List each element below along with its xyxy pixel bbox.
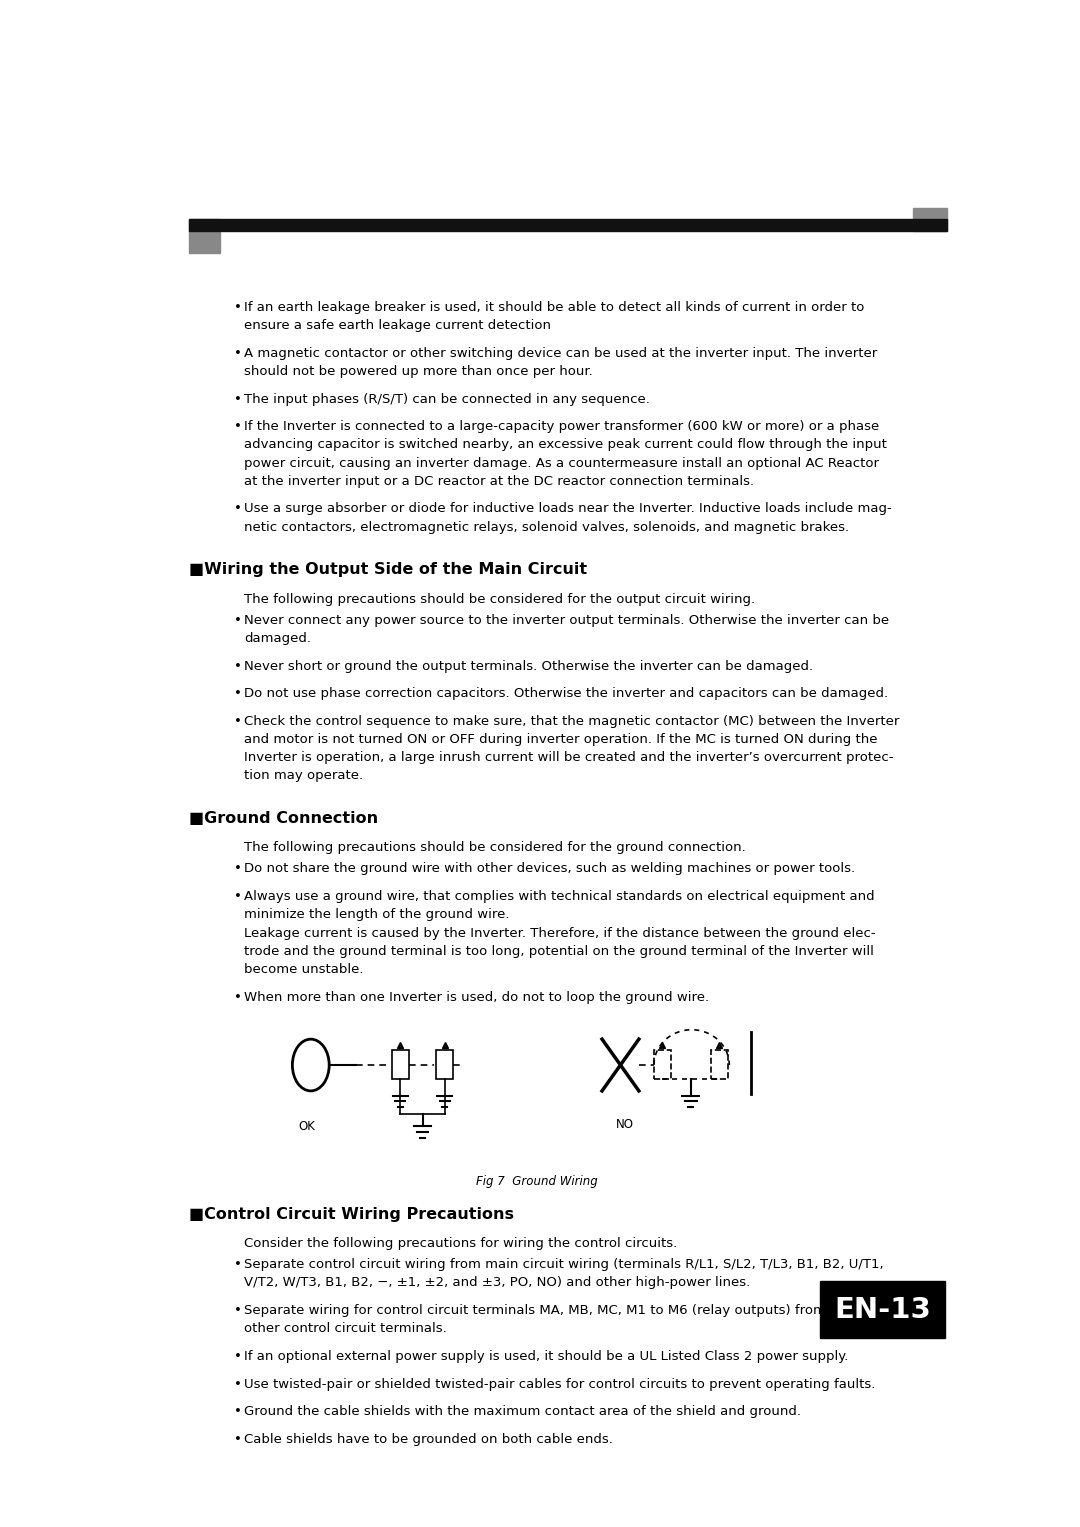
Text: •: • [233,863,242,875]
Bar [653,1049,671,1080]
Text: •: • [233,1304,242,1318]
Text: Separate control circuit wiring from main circuit wiring (terminals R/L1, S/L2, : Separate control circuit wiring from mai… [244,1258,883,1272]
Text: ensure a safe earth leakage current detection: ensure a safe earth leakage current dete… [244,319,551,331]
Text: Use twisted-pair or shielded twisted-pair cables for control circuits to prevent: Use twisted-pair or shielded twisted-pai… [244,1377,875,1391]
Text: tion may operate.: tion may operate. [244,770,363,782]
Text: and motor is not turned ON or OFF during inverter operation. If the MC is turned: and motor is not turned ON or OFF during… [244,733,877,747]
Text: advancing capacitor is switched nearby, an excessive peak current could flow thr: advancing capacitor is switched nearby, … [244,438,887,452]
Text: should not be powered up more than once per hour.: should not be powered up more than once … [244,365,593,377]
Text: The following precautions should be considered for the ground connection.: The following precautions should be cons… [244,841,745,855]
Bar [711,1049,728,1080]
Text: ■Ground Connection: ■Ground Connection [189,811,378,826]
Text: When more than one Inverter is used, do not to loop the ground wire.: When more than one Inverter is used, do … [244,991,708,1003]
Text: Never short or ground the output terminals. Otherwise the inverter can be damage: Never short or ground the output termina… [244,660,813,672]
Text: •: • [233,392,242,406]
Text: Check the control sequence to make sure, that the magnetic contactor (MC) betwee: Check the control sequence to make sure,… [244,715,900,728]
Text: Cable shields have to be grounded on both cable ends.: Cable shields have to be grounded on bot… [244,1432,612,1446]
Text: other control circuit terminals.: other control circuit terminals. [244,1322,446,1335]
Text: V/T2, W/T3, B1, B2, −, ±1, ±2, and ±3, PO, NO) and other high-power lines.: V/T2, W/T3, B1, B2, −, ±1, ±2, and ±3, P… [244,1277,750,1289]
Text: •: • [233,991,242,1003]
Text: If an optional external power supply is used, it should be a UL Listed Class 2 p: If an optional external power supply is … [244,1350,848,1364]
Text: •: • [233,1377,242,1391]
Text: Fig 7  Ground Wiring: Fig 7 Ground Wiring [476,1174,597,1188]
Text: •: • [233,420,242,434]
Text: minimize the length of the ground wire.: minimize the length of the ground wire. [244,909,510,921]
Text: NO: NO [616,1118,634,1132]
Bar [189,218,947,232]
Text: Consider the following precautions for wiring the control circuits.: Consider the following precautions for w… [244,1237,677,1251]
Text: A magnetic contactor or other switching device can be used at the inverter input: A magnetic contactor or other switching … [244,347,877,360]
Text: Inverter is operation, a large inrush current will be created and the inverter’s: Inverter is operation, a large inrush cu… [244,751,893,765]
Text: If an earth leakage breaker is used, it should be able to detect all kinds of cu: If an earth leakage breaker is used, it … [244,301,864,315]
Text: Ground the cable shields with the maximum contact area of the shield and ground.: Ground the cable shields with the maximu… [244,1405,800,1419]
Text: EN-13: EN-13 [834,1295,931,1324]
Bar [392,1049,408,1080]
Text: •: • [233,687,242,701]
Text: The input phases (R/S/T) can be connected in any sequence.: The input phases (R/S/T) can be connecte… [244,392,650,406]
Text: OK: OK [298,1121,315,1133]
Text: Use a surge absorber or diode for inductive loads near the Inverter. Inductive l: Use a surge absorber or diode for induct… [244,502,892,516]
Text: The following precautions should be considered for the output circuit wiring.: The following precautions should be cons… [244,592,755,606]
Text: power circuit, causing an inverter damage. As a countermeasure install an option: power circuit, causing an inverter damag… [244,457,879,470]
Text: damaged.: damaged. [244,632,311,644]
Text: Never connect any power source to the inverter output terminals. Otherwise the i: Never connect any power source to the in… [244,614,889,626]
Text: •: • [233,502,242,516]
Bar [820,1281,945,1338]
Text: •: • [233,614,242,626]
Text: netic contactors, electromagnetic relays, solenoid valves, solenoids, and magnet: netic contactors, electromagnetic relays… [244,521,849,534]
Text: •: • [233,1350,242,1364]
Text: •: • [233,890,242,902]
Text: ■Control Circuit Wiring Precautions: ■Control Circuit Wiring Precautions [189,1206,514,1222]
Text: •: • [233,715,242,728]
Text: Do not share the ground wire with other devices, such as welding machines or pow: Do not share the ground wire with other … [244,863,855,875]
Text: •: • [233,347,242,360]
Text: •: • [233,1432,242,1446]
Text: •: • [233,1405,242,1419]
Text: •: • [233,660,242,672]
Text: Always use a ground wire, that complies with technical standards on electrical e: Always use a ground wire, that complies … [244,890,875,902]
Bar [189,218,219,252]
Bar [436,1049,454,1080]
Text: Separate wiring for control circuit terminals MA, MB, MC, M1 to M6 (relay output: Separate wiring for control circuit term… [244,1304,889,1318]
Text: Do not use phase correction capacitors. Otherwise the inverter and capacitors ca: Do not use phase correction capacitors. … [244,687,888,701]
Text: become unstable.: become unstable. [244,964,363,976]
Text: ■Wiring the Output Side of the Main Circuit: ■Wiring the Output Side of the Main Circ… [189,562,588,577]
Text: If the Inverter is connected to a large-capacity power transformer (600 kW or mo: If the Inverter is connected to a large-… [244,420,879,434]
Text: at the inverter input or a DC reactor at the DC reactor connection terminals.: at the inverter input or a DC reactor at… [244,475,754,487]
Text: •: • [233,1258,242,1272]
Bar [914,208,947,232]
Text: trode and the ground terminal is too long, potential on the ground terminal of t: trode and the ground terminal is too lon… [244,945,874,957]
Text: Leakage current is caused by the Inverter. Therefore, if the distance between th: Leakage current is caused by the Inverte… [244,927,876,939]
Text: •: • [233,301,242,315]
